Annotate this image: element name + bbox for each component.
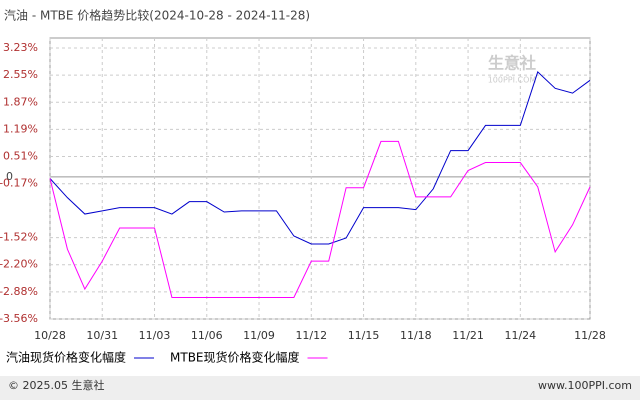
legend-label: MTBE现货价格变化幅度 [170,350,300,365]
y-tick-label: -3.56% [0,312,38,325]
y-tick-label: 2.55% [3,68,38,81]
footer-right: www.100PPI.com [538,379,632,392]
x-tick-label: 10/31 [86,329,118,342]
series-line [49,140,591,298]
y-tick-label: -0.17% [0,177,38,190]
y-tick-label: 0.51% [3,150,38,163]
x-tick-label: 10/28 [34,329,66,342]
x-tick-label: 11/09 [243,329,275,342]
y-tick-label: 1.87% [3,95,38,108]
x-tick-label: 11/12 [295,329,327,342]
y-tick-label: -2.88% [0,285,38,298]
watermark: 生意社 [488,54,536,73]
y-tick-label: 3.23% [3,41,38,54]
y-tick-label: -1.52% [0,231,38,244]
watermark: 100PPI.COM [488,76,537,85]
series-line [49,71,591,245]
y-tick-label: -2.20% [0,258,38,271]
footer-left: © 2025.05 生意社 [8,378,104,392]
footer-bar [0,376,640,400]
x-tick-label: 11/06 [191,329,223,342]
x-tick-label: 11/28 [574,329,606,342]
x-tick-label: 11/15 [348,329,380,342]
x-tick-label: 11/18 [400,329,432,342]
chart-title: 汽油 - MTBE 价格趋势比较(2024-10-28 - 2024-11-28… [4,8,310,23]
y-tick-label: 0 [6,170,13,183]
x-tick-label: 11/03 [139,329,171,342]
y-tick-label: 1.19% [3,122,38,135]
x-tick-label: 11/21 [452,329,484,342]
legend-label: 汽油现货价格变化幅度 [6,350,126,365]
x-tick-label: 11/24 [504,329,536,342]
